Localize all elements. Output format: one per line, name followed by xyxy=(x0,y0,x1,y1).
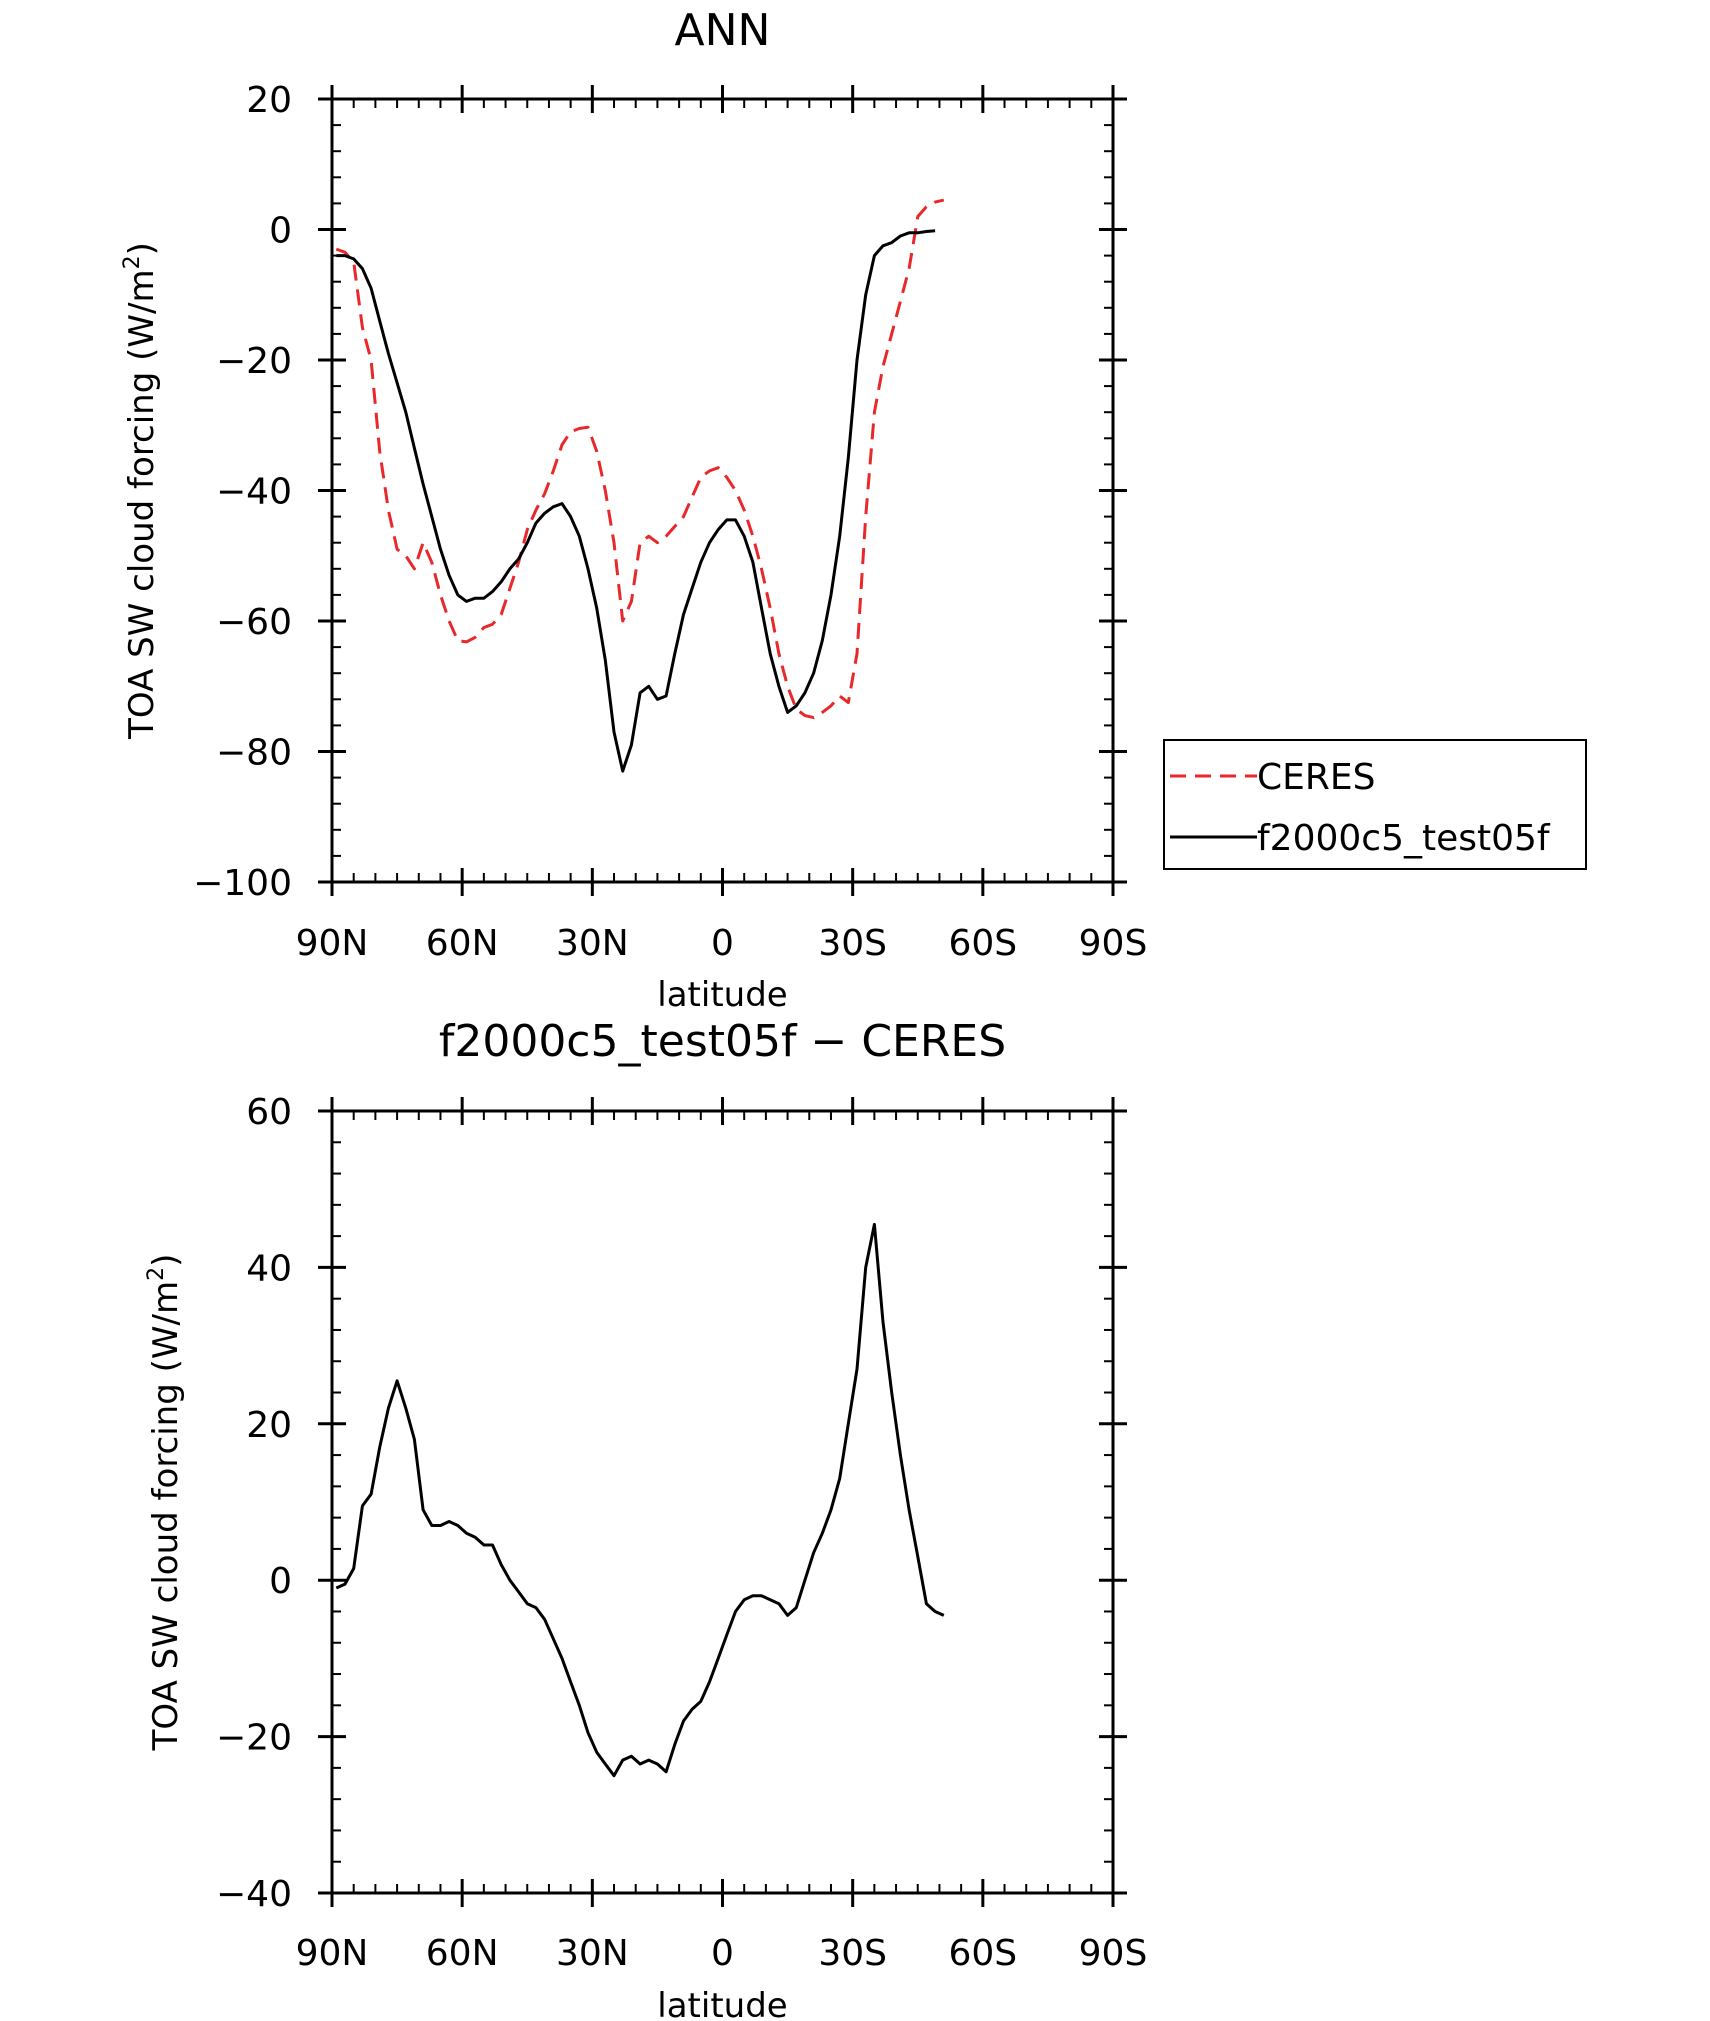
legend-label: f2000c5_test05f xyxy=(1257,818,1551,859)
x-tick-label: 90N xyxy=(296,1933,369,1974)
y-axis-label-sup: 2 xyxy=(120,255,145,269)
series-line-model xyxy=(335,1222,945,1778)
series-line-ceres xyxy=(335,198,945,720)
x-tick-label: 90N xyxy=(296,923,369,964)
x-tick-label: 0 xyxy=(711,923,734,964)
x-tick-label: 30N xyxy=(556,1933,629,1974)
y-tick-label: 0 xyxy=(269,1561,292,1602)
y-axis-label: TOA SW cloud forcing (W/m2) xyxy=(120,242,162,740)
x-tick-label: 30N xyxy=(556,923,629,964)
legend-label: CERES xyxy=(1257,757,1376,798)
y-axis-label-main: TOA SW cloud forcing (W/m xyxy=(146,1281,186,1751)
y-tick-label: 60 xyxy=(246,1092,292,1133)
legend-box xyxy=(1163,739,1587,870)
y-axis-label: TOA SW cloud forcing (W/m2) xyxy=(144,1254,186,1752)
plot-frame xyxy=(330,1109,1115,1895)
y-tick-label: −60 xyxy=(216,602,292,643)
y-tick-label: −40 xyxy=(216,472,292,513)
x-tick-label: 30S xyxy=(818,1933,887,1974)
x-tick-label: 90S xyxy=(1079,923,1148,964)
y-axis-label-main: TOA SW cloud forcing (W/m xyxy=(122,269,162,739)
x-tick-label: 30S xyxy=(818,923,887,964)
x-tick-label: 90S xyxy=(1079,1933,1148,1974)
x-axis-label: latitude xyxy=(657,1986,787,2021)
y-tick-label: −100 xyxy=(193,863,292,904)
y-axis-label-close: ) xyxy=(146,1254,186,1267)
x-tick-label: 60N xyxy=(426,1933,499,1974)
y-tick-label: 40 xyxy=(246,1248,292,1289)
chart-title: f2000c5_test05f − CERES xyxy=(439,1016,1006,1067)
y-tick-label: −20 xyxy=(216,1718,292,1759)
x-tick-label: 60S xyxy=(948,1933,1017,1974)
y-axis-label-sup: 2 xyxy=(144,1267,169,1281)
x-axis-label: latitude xyxy=(657,975,787,1015)
y-axis-label-close: ) xyxy=(122,242,162,255)
x-tick-label: 60S xyxy=(948,923,1017,964)
y-tick-label: −40 xyxy=(216,1874,292,1915)
y-tick-label: 0 xyxy=(269,211,292,252)
legend: CERES f2000c5_test05f xyxy=(1163,739,1587,870)
series-line-model xyxy=(336,229,936,773)
x-tick-label: 0 xyxy=(711,1933,734,1974)
y-tick-label: −20 xyxy=(216,341,292,382)
top-panel: 90N 60N 30N 0 30S 60S 90S 20 0 −20 −40 −60 −80 −100 AN… xyxy=(120,5,1587,1015)
y-tick-label: 20 xyxy=(246,1405,292,1446)
bottom-panel: 90N 60N 30N 0 30S 60S 90S 60 40 20 0 −20 −40 f2000c5_… xyxy=(144,1016,1147,2021)
chart-title: ANN xyxy=(675,5,771,56)
x-tick-label: 60N xyxy=(426,923,499,964)
y-tick-label: 20 xyxy=(246,80,292,121)
y-tick-label: −80 xyxy=(216,733,292,774)
plot-frame xyxy=(330,97,1115,884)
